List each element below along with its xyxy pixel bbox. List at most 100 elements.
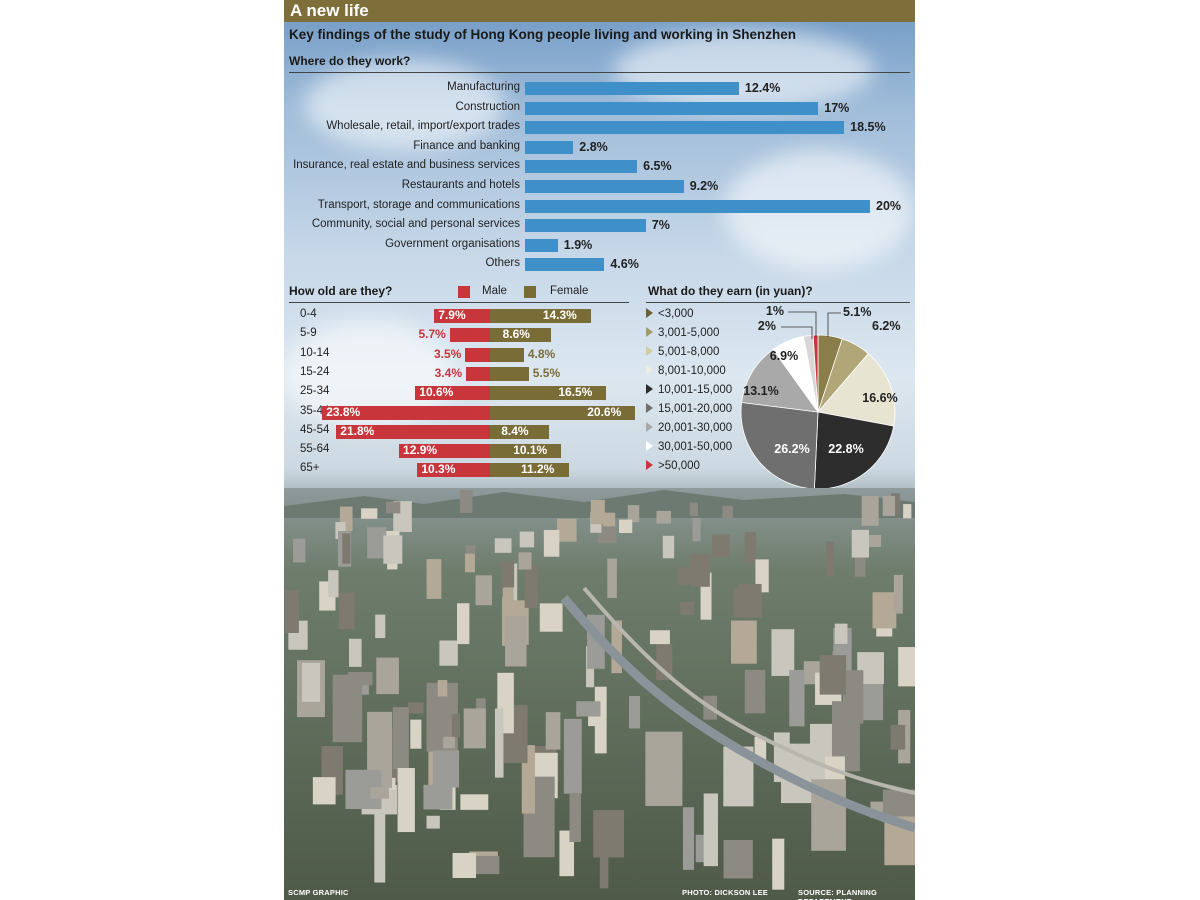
building: [392, 707, 409, 770]
income-legend-label: 30,001-50,000: [658, 441, 733, 453]
building: [439, 640, 458, 666]
industry-value-label: 12.4%: [744, 81, 781, 95]
female-bar: [490, 386, 607, 401]
building: [338, 592, 355, 629]
income-legend-label: 3,001-5,000: [658, 327, 720, 339]
building: [689, 502, 698, 516]
page-title: A new life: [290, 1, 369, 20]
industry-value-label: 7%: [651, 218, 670, 233]
female-bar: [490, 347, 524, 362]
pie-value-label: 26.2%: [774, 442, 809, 456]
building: [590, 500, 605, 525]
female-value-label: 16.5%: [558, 385, 593, 400]
building: [437, 680, 448, 697]
industry-value-label: 20%: [876, 198, 902, 213]
pie-value-label: 22.8%: [828, 442, 863, 456]
building: [349, 638, 362, 667]
building: [656, 510, 672, 524]
male-value-label: 7.9%: [438, 308, 466, 322]
male-bar: [465, 347, 490, 362]
industry-label: Transport, storage and communications: [317, 198, 520, 211]
building: [695, 834, 707, 863]
building: [397, 767, 415, 833]
legend-marker-icon: [646, 422, 653, 432]
building: [383, 535, 403, 564]
building: [789, 669, 805, 727]
building: [594, 686, 607, 754]
female-legend-swatch: [524, 286, 536, 298]
industry-bar: [525, 82, 739, 95]
industry-bar: [525, 238, 558, 252]
leader-line: [781, 326, 813, 339]
industry-value-label: 1.9%: [563, 237, 593, 252]
building: [723, 839, 753, 879]
age-group-label: 55-64: [300, 443, 330, 456]
building: [680, 601, 695, 615]
building: [593, 810, 625, 858]
building: [602, 512, 616, 527]
building: [569, 792, 581, 842]
building: [464, 553, 475, 573]
industry-label: Community, social and personal services: [311, 218, 520, 231]
income-legend-item: 5,001-8,000: [646, 346, 719, 358]
male-value-label: 23.8%: [326, 404, 361, 419]
female-value-label: 8.6%: [502, 327, 530, 342]
income-legend-label: >50,000: [658, 460, 700, 472]
building: [607, 558, 617, 598]
industry-label: Insurance, real estate and business serv…: [293, 159, 520, 172]
building: [627, 505, 640, 523]
pie-value-label: 2%: [758, 319, 776, 333]
male-bar: [434, 309, 490, 323]
income-legend-item: 3,001-5,000: [646, 327, 719, 339]
building: [386, 501, 401, 514]
building: [744, 532, 757, 564]
industry-bar: [525, 160, 638, 174]
age-group-label: 5-9: [300, 327, 317, 340]
building: [712, 534, 730, 558]
female-value-label: 14.3%: [542, 308, 577, 322]
building: [861, 495, 879, 526]
male-value-label: 5.7%: [418, 327, 446, 342]
building: [703, 793, 718, 867]
legend-marker-icon: [646, 384, 653, 394]
building: [452, 852, 477, 879]
building: [645, 731, 683, 806]
income-pie-chart: 5.1%6.2% 16.6% 22.8% 26.2% 13.1% 6.9% 2%1%: [740, 304, 901, 490]
city-photo: [284, 488, 915, 900]
building: [692, 517, 701, 542]
legend-marker-icon: [646, 308, 653, 318]
building: [518, 552, 532, 570]
male-value-label: 21.8%: [340, 423, 375, 438]
infographic-panel: A new life Key findings of the study of …: [284, 0, 915, 900]
building: [293, 538, 306, 563]
pie-value-label: 1%: [766, 304, 784, 318]
male-value-label: 3.4%: [434, 365, 463, 380]
building: [903, 504, 912, 519]
industry-bar: [525, 219, 646, 233]
building: [367, 527, 387, 559]
pie-slice: [741, 348, 819, 413]
building: [374, 801, 386, 883]
income-legend-item: 30,001-50,000: [646, 441, 732, 453]
female-bar: [490, 405, 636, 420]
building: [451, 714, 461, 738]
building: [682, 807, 695, 870]
pie-slice: [812, 334, 819, 413]
building: [361, 508, 378, 519]
building: [851, 529, 870, 558]
building: [456, 603, 470, 645]
building: [539, 603, 563, 632]
building: [826, 541, 835, 577]
building: [328, 570, 339, 598]
industry-bar: [525, 140, 574, 154]
age-group-label: 0-4: [300, 308, 317, 320]
female-legend-label: Female: [550, 285, 589, 297]
pie-slice: [817, 353, 896, 427]
building: [619, 519, 633, 533]
building: [771, 629, 795, 676]
divider: [646, 302, 910, 303]
female-value-label: 20.6%: [587, 404, 622, 419]
male-legend-swatch: [458, 286, 470, 298]
income-legend-label: 15,001-20,000: [658, 403, 733, 415]
industry-label: Wholesale, retail, import/export trades: [326, 120, 520, 133]
